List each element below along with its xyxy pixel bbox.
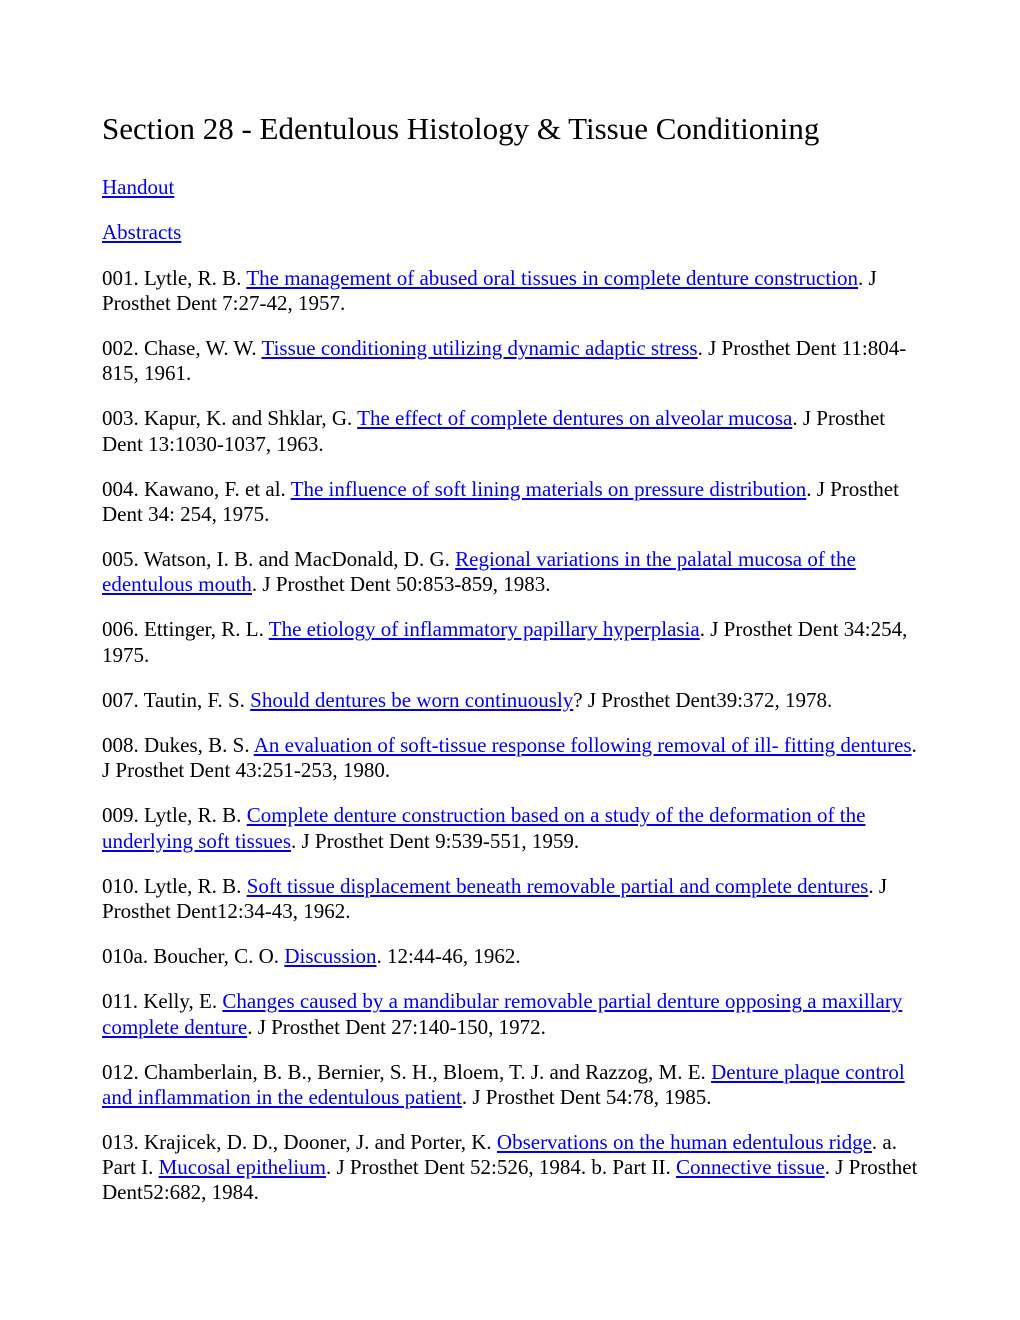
ref-num: 009.	[102, 803, 139, 827]
ref-author: Boucher, C. O.	[153, 944, 279, 968]
ref-num: 010a.	[102, 944, 148, 968]
ref-num: 011.	[102, 989, 138, 1013]
reference-item: 006. Ettinger, R. L. The etiology of inf…	[102, 617, 918, 667]
reference-item: 007. Tautin, F. S. Should dentures be wo…	[102, 688, 918, 713]
ref-citation: . J Prosthet Dent 9:539-551, 1959.	[291, 829, 579, 853]
ref-num: 013.	[102, 1130, 139, 1154]
ref-link[interactable]: Mucosal epithelium	[159, 1155, 326, 1179]
ref-link[interactable]: The influence of soft lining materials o…	[291, 477, 807, 501]
reference-item: 012. Chamberlain, B. B., Bernier, S. H.,…	[102, 1060, 918, 1110]
ref-author: Tautin, F. S.	[144, 688, 245, 712]
ref-link[interactable]: Soft tissue displacement beneath removab…	[247, 874, 869, 898]
ref-link[interactable]: The effect of complete dentures on alveo…	[357, 406, 792, 430]
handout-link[interactable]: Handout	[102, 175, 918, 200]
ref-link[interactable]: An evaluation of soft-tissue response fo…	[254, 733, 912, 757]
ref-author: Lytle, R. B.	[144, 874, 241, 898]
ref-author: Watson, I. B. and MacDonald, D. G.	[144, 547, 450, 571]
reference-item: 002. Chase, W. W. Tissue conditioning ut…	[102, 336, 918, 386]
page-title: Section 28 - Edentulous Histology & Tiss…	[102, 110, 918, 147]
ref-link[interactable]: Tissue conditioning utilizing dynamic ad…	[261, 336, 697, 360]
ref-citation: . J Prosthet Dent 27:140-150, 1972.	[247, 1015, 546, 1039]
reference-item: 009. Lytle, R. B. Complete denture const…	[102, 803, 918, 853]
ref-num: 004.	[102, 477, 139, 501]
ref-link[interactable]: The etiology of inflammatory papillary h…	[269, 617, 700, 641]
ref-num: 003.	[102, 406, 139, 430]
ref-author: Kapur, K. and Shklar, G.	[144, 406, 352, 430]
reference-item: 010a. Boucher, C. O. Discussion. 12:44-4…	[102, 944, 918, 969]
ref-num: 008.	[102, 733, 139, 757]
reference-item: 008. Dukes, B. S. An evaluation of soft-…	[102, 733, 918, 783]
ref-link[interactable]: Observations on the human edentulous rid…	[497, 1130, 872, 1154]
ref-author: Chase, W. W.	[144, 336, 257, 360]
ref-author: Kelly, E.	[143, 989, 217, 1013]
ref-citation: . J Prosthet Dent 50:853-859, 1983.	[252, 572, 551, 596]
ref-num: 005.	[102, 547, 139, 571]
ref-author: Dukes, B. S.	[144, 733, 250, 757]
ref-num: 006.	[102, 617, 139, 641]
ref-citation: . 12:44-46, 1962.	[377, 944, 521, 968]
ref-num: 001.	[102, 266, 139, 290]
ref-num: 012.	[102, 1060, 139, 1084]
reference-item: 013. Krajicek, D. D., Dooner, J. and Por…	[102, 1130, 918, 1206]
ref-num: 010.	[102, 874, 139, 898]
ref-link[interactable]: The management of abused oral tissues in…	[246, 266, 858, 290]
ref-author: Kawano, F. et al.	[144, 477, 286, 501]
ref-link[interactable]: Should dentures be worn continuously	[250, 688, 573, 712]
reference-item: 010. Lytle, R. B. Soft tissue displaceme…	[102, 874, 918, 924]
reference-list: 001. Lytle, R. B. The management of abus…	[102, 266, 918, 1206]
ref-author: Krajicek, D. D., Dooner, J. and Porter, …	[144, 1130, 492, 1154]
ref-text: . J Prosthet Dent 52:526, 1984. b. Part …	[326, 1155, 676, 1179]
reference-item: 005. Watson, I. B. and MacDonald, D. G. …	[102, 547, 918, 597]
ref-author: Lytle, R. B.	[144, 266, 241, 290]
ref-author: Chamberlain, B. B., Bernier, S. H., Bloe…	[144, 1060, 706, 1084]
reference-item: 001. Lytle, R. B. The management of abus…	[102, 266, 918, 316]
ref-link[interactable]: Discussion	[284, 944, 376, 968]
ref-citation: ? J Prosthet Dent39:372, 1978.	[573, 688, 832, 712]
abstracts-link[interactable]: Abstracts	[102, 220, 918, 245]
reference-item: 011. Kelly, E. Changes caused by a mandi…	[102, 989, 918, 1039]
ref-citation: . J Prosthet Dent 54:78, 1985.	[462, 1085, 712, 1109]
reference-item: 004. Kawano, F. et al. The influence of …	[102, 477, 918, 527]
ref-author: Ettinger, R. L.	[144, 617, 264, 641]
ref-author: Lytle, R. B.	[144, 803, 241, 827]
ref-link[interactable]: Connective tissue	[676, 1155, 825, 1179]
reference-item: 003. Kapur, K. and Shklar, G. The effect…	[102, 406, 918, 456]
ref-num: 002.	[102, 336, 139, 360]
ref-num: 007.	[102, 688, 139, 712]
